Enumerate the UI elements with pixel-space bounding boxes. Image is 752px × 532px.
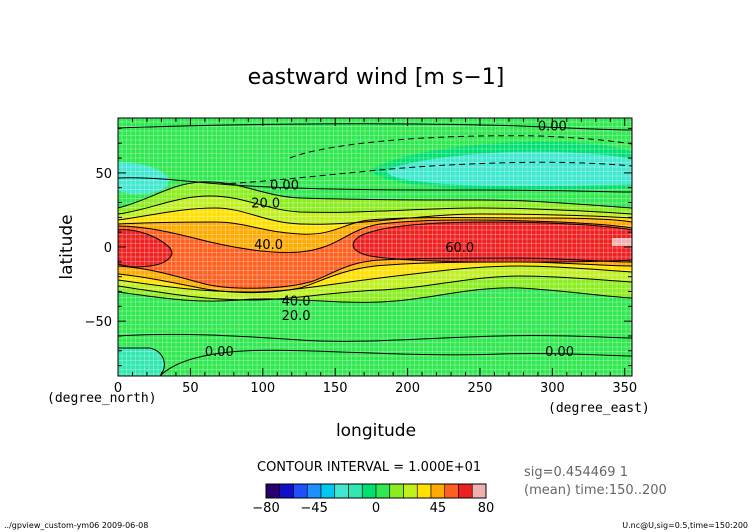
colorbar-tick-label: 80 (478, 501, 495, 516)
colorbar-swatch (444, 483, 459, 499)
colorbar-swatch (458, 483, 473, 499)
chart-title: eastward wind [m s−1] (248, 65, 505, 90)
x-axis-title: longitude (336, 421, 416, 441)
footer-left: ../gpview_custom-ym06 2009-06-08 (4, 521, 148, 530)
contour-line-core-east (352, 221, 632, 263)
contour-line-s0 (118, 333, 632, 342)
contour-line-s10 (118, 287, 632, 303)
contour-label: 0.00 (205, 345, 234, 360)
contour-line-s-neg (118, 347, 165, 376)
contour-line-s30 (118, 265, 632, 293)
y-tick-label: 50 (95, 167, 112, 182)
contour-line-n0-top (118, 123, 632, 131)
contour-label: 20.0 (282, 309, 311, 324)
x-tick-label: 50 (182, 381, 199, 396)
colorbar-swatch (375, 483, 391, 499)
contour-line-n-dashed (289, 135, 632, 159)
x-tick-label: 250 (468, 381, 493, 396)
grid (118, 118, 632, 376)
contour-label: 40.0 (282, 294, 311, 309)
footer-right: U.nc@U,sig=0.5,time=150:200 (622, 521, 748, 530)
contour-line-s50 (118, 257, 632, 289)
x-tick-label: 200 (395, 381, 420, 396)
contour-line-n0 (118, 177, 632, 193)
colorbar-swatch (471, 483, 487, 499)
colorbar-swatch (416, 483, 432, 499)
contour-label: 0.00 (545, 345, 574, 360)
colorbar-tick-label: 45 (430, 501, 447, 516)
field-core-pink (612, 238, 632, 246)
contour-label: 0.00 (538, 119, 567, 134)
contour-field (118, 118, 632, 376)
contour-line-n40 (118, 217, 632, 235)
colorbar-swatch (430, 483, 446, 499)
contour-interval-text: CONTOUR INTERVAL = 1.000E+01 (257, 460, 481, 475)
colorbar-swatch (320, 483, 336, 499)
colorbar-tick-label: 0 (372, 501, 380, 516)
y-axis-title: latitude (57, 214, 77, 279)
contour-label: 0.00 (270, 179, 299, 194)
contour-line-s0-low (159, 349, 632, 376)
colorbar-swatch (293, 483, 308, 499)
contour-label: 40.0 (254, 238, 283, 253)
contour-line-n-dashed-2 (219, 161, 632, 185)
y-tick-label: 0 (104, 241, 112, 256)
x-axis: 0 50 100 150 200 250 300 350 (114, 118, 637, 396)
field-core-east (353, 222, 632, 262)
colorbar-swatch (361, 483, 377, 499)
x-tick-label: 150 (323, 381, 348, 396)
x-tick-label: 300 (540, 381, 565, 396)
contour-lines (118, 123, 632, 376)
colorbar-swatch (403, 483, 418, 499)
colorbar-tick-label: −45 (300, 501, 327, 516)
field-negative-sw (118, 348, 165, 376)
colorbar-swatch (306, 483, 322, 499)
contour-line-s20 (118, 275, 632, 301)
contour-line-n50 (118, 219, 632, 253)
colorbar-swatch (348, 483, 363, 499)
info-line-1: sig=0.454469 1 (524, 465, 628, 480)
colorbar: −80 −45 0 45 80 (252, 483, 495, 516)
x-unit-label: (degree_east) (548, 401, 650, 416)
colorbar-tick-label: −80 (252, 501, 279, 516)
contour-line-n20 (118, 195, 632, 215)
contour-line-s40 (118, 261, 632, 294)
contour-label: 20.0 (251, 197, 280, 212)
x-tick-label: 100 (250, 381, 275, 396)
contour-label: 60.0 (445, 241, 474, 256)
colorbar-frame (265, 483, 487, 499)
field-negative-ne-core (387, 151, 632, 186)
x-tick-label: 350 (612, 381, 637, 396)
colorbar-swatch (279, 483, 294, 499)
y-tick-label: −50 (85, 315, 112, 330)
y-unit-label: (degree_north) (47, 391, 157, 406)
y-axis: 50 0 −50 (85, 127, 632, 367)
info-line-2: (mean) time:150..200 (524, 483, 667, 498)
field-core-west (118, 229, 172, 267)
contour-line-n30 (118, 207, 632, 225)
colorbar-swatch (334, 483, 349, 499)
colorbar-swatch (389, 483, 404, 499)
colorbar-swatch (265, 483, 281, 499)
contour-line-n10 (118, 181, 632, 209)
x-tick-label: 0 (114, 381, 122, 396)
contour-line-core-west (118, 229, 173, 268)
